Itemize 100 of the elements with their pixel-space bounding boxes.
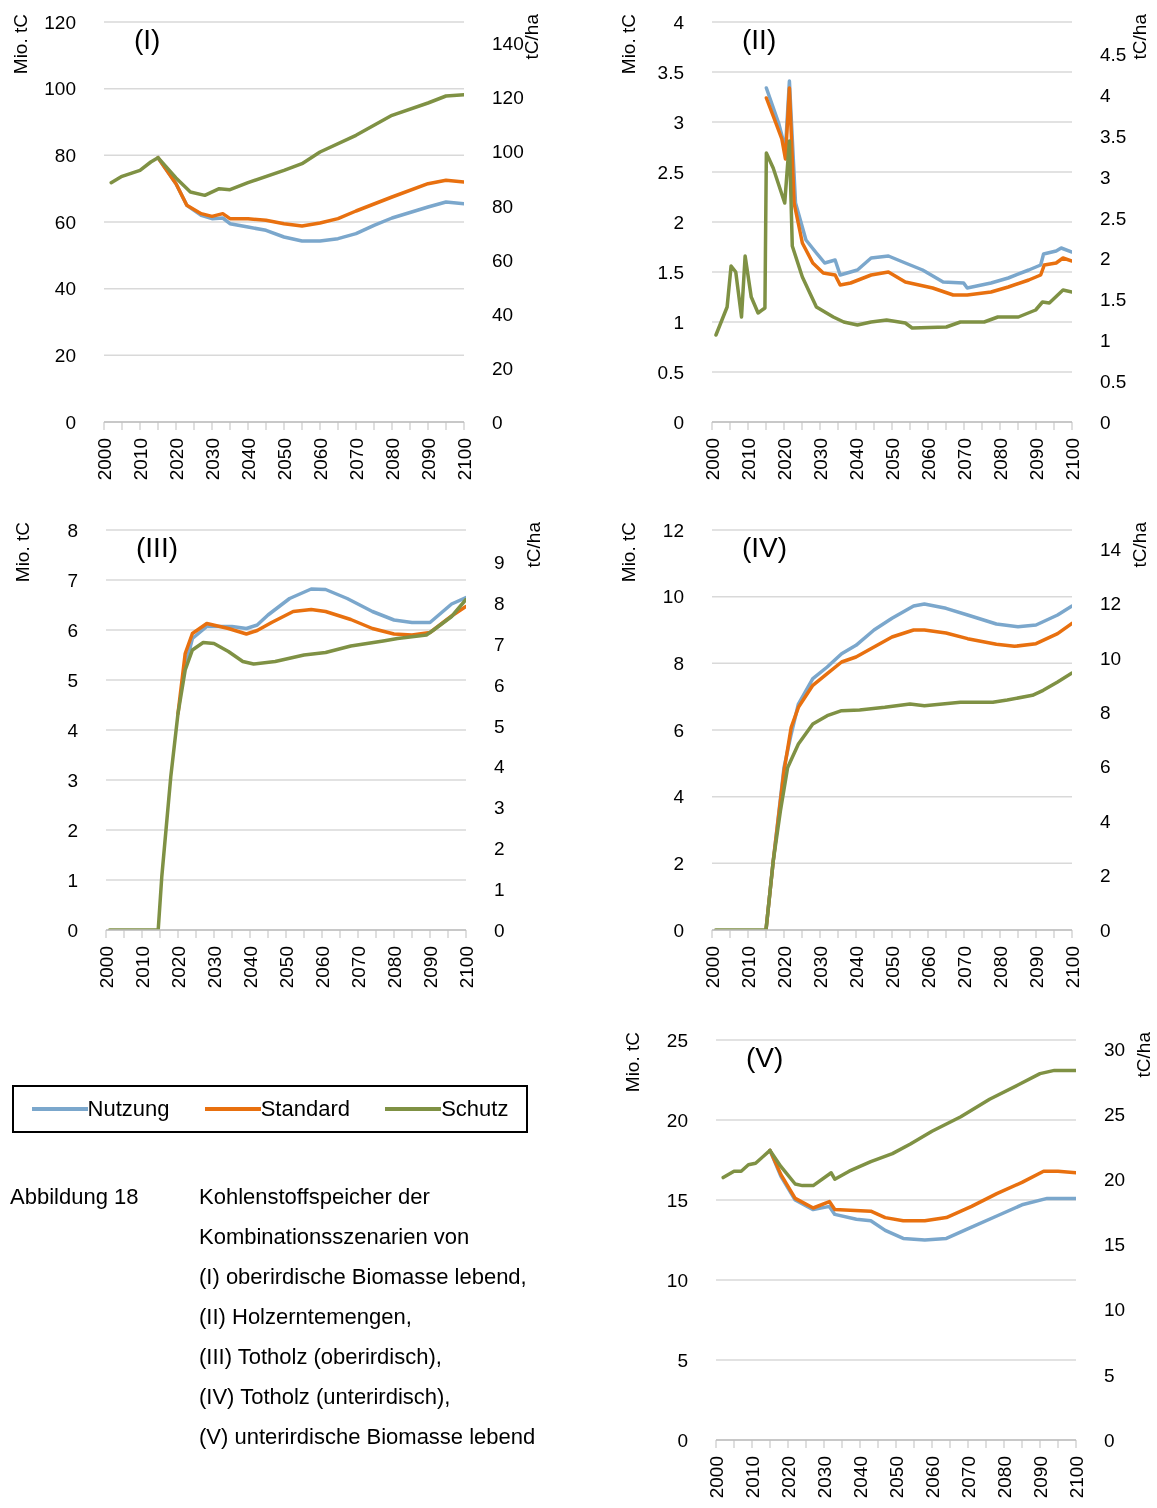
y2-tick-label: 2.5 (1100, 207, 1127, 229)
y2-tick-label: 3 (494, 797, 505, 819)
x-tick-label: 2030 (202, 438, 223, 481)
x-tick-label: 2000 (702, 438, 723, 481)
x-tick-label: 2070 (346, 438, 367, 481)
x-tick-label: 2080 (990, 438, 1011, 481)
y-tick-label: 1 (673, 311, 684, 333)
x-tick-label: 2030 (810, 438, 831, 481)
y-tick-label: 3.5 (657, 61, 684, 83)
y-tick-label: 2 (673, 853, 684, 875)
y-tick-label: 1 (67, 869, 78, 891)
chart-title: (I) (134, 24, 161, 56)
y2-tick-label: 30 (1104, 1038, 1126, 1060)
y2-tick-label: 8 (494, 593, 505, 615)
chart-title: (III) (136, 532, 178, 564)
chart-title: (IV) (742, 532, 788, 564)
y-tick-label: 0.5 (657, 361, 684, 383)
x-tick-label: 2090 (420, 946, 441, 989)
y2-tick-label: 2 (494, 838, 505, 860)
x-tick-label: 2100 (456, 946, 477, 989)
y2-tick-label: 5 (1104, 1364, 1115, 1386)
x-tick-label: 2010 (738, 438, 759, 481)
x-tick-label: 2020 (168, 946, 189, 989)
x-tick-label: 2040 (240, 946, 261, 989)
x-tick-label: 2070 (954, 438, 975, 481)
x-tick-label: 2040 (238, 438, 259, 481)
y-tick-label: 4 (673, 786, 685, 808)
y-tick-label: 2 (67, 819, 78, 841)
y2-tick-label: 0 (492, 411, 503, 433)
text: (II) Holzerntemengen, (199, 1303, 413, 1331)
text: (IV) Totholz (unterirdisch), (199, 1383, 452, 1411)
y2-tick-label: 1 (1100, 330, 1111, 352)
y-tick-label: 6 (67, 619, 78, 641)
y-tick-label: 4 (67, 719, 79, 741)
y2-tick-label: 15 (1104, 1234, 1126, 1256)
x-tick-label: 2010 (742, 1456, 763, 1499)
y2-tick-label: 80 (492, 195, 514, 217)
x-tick-label: 2100 (1062, 438, 1083, 481)
text: (III) Totholz (oberirdisch), (199, 1343, 443, 1371)
y2-tick-label: 40 (492, 303, 514, 325)
y2-tick-label: 4 (1100, 85, 1111, 107)
y-tick-label: 100 (44, 78, 76, 100)
y-tick-label: 3 (67, 769, 78, 791)
y2-tick-label: 6 (494, 674, 505, 696)
y-axis-title: Mio. tC (622, 1032, 643, 1093)
y2-tick-label: 14 (1100, 538, 1122, 560)
x-tick-label: 2050 (276, 946, 297, 989)
y-tick-label: 15 (666, 1189, 688, 1211)
x-tick-label: 2050 (274, 438, 295, 481)
text: (I) oberirdische Biomasse lebend, (199, 1263, 528, 1291)
y2-tick-label: 0 (494, 919, 505, 941)
text: (V) unterirdische Biomasse lebend (199, 1423, 537, 1451)
y-tick-label: 25 (666, 1029, 688, 1051)
x-tick-label: 2020 (774, 438, 795, 481)
y2-tick-label: 20 (1104, 1169, 1126, 1191)
y-tick-label: 5 (67, 669, 78, 691)
y2-tick-label: 8 (1100, 702, 1111, 724)
x-tick-label: 2080 (382, 438, 403, 481)
y-axis-title: Mio. tC (618, 14, 639, 75)
y-tick-label: 10 (662, 586, 684, 608)
y-tick-label: 40 (54, 278, 76, 300)
y-tick-label: 0 (65, 411, 76, 433)
chart-title: (V) (746, 1042, 784, 1074)
y2-tick-label: 25 (1104, 1104, 1126, 1126)
y2-tick-label: 1.5 (1100, 289, 1127, 311)
y2-tick-label: 140 (492, 33, 524, 55)
x-tick-label: 2060 (918, 438, 939, 481)
y-tick-label: 2 (673, 211, 684, 233)
y2-tick-label: 2 (1100, 865, 1111, 887)
x-tick-label: 2090 (1026, 946, 1047, 989)
y-tick-label: 0 (673, 411, 684, 433)
x-tick-label: 2000 (702, 946, 723, 989)
y-tick-label: 8 (673, 653, 684, 675)
x-tick-label: 2020 (166, 438, 187, 481)
x-tick-label: 2060 (310, 438, 331, 481)
y-tick-label: 120 (44, 11, 76, 33)
chart-title: (II) (742, 24, 777, 56)
x-tick-label: 2080 (384, 946, 405, 989)
y-axis-title: Mio. tC (10, 14, 31, 75)
x-tick-label: 2070 (954, 946, 975, 989)
y-axis-title: Mio. tC (618, 522, 639, 583)
x-tick-label: 2070 (348, 946, 369, 989)
y2-tick-label: 4 (494, 756, 505, 778)
legend-label: Nutzung (87, 1096, 170, 1122)
y2-axis-title: tC/ha (1129, 521, 1150, 568)
x-tick-label: 2070 (958, 1456, 979, 1499)
y2-tick-label: 10 (1104, 1299, 1126, 1321)
y2-axis-title: tC/ha (523, 521, 544, 568)
y2-tick-label: 5 (494, 715, 505, 737)
x-tick-label: 2090 (418, 438, 439, 481)
y-tick-label: 7 (67, 569, 78, 591)
y2-tick-label: 0 (1100, 411, 1111, 433)
y2-tick-label: 20 (492, 357, 514, 379)
y-axis-title: Mio. tC (12, 522, 33, 583)
line-series (109, 92, 464, 198)
text: Abbildung 18 (10, 1183, 140, 1211)
y-tick-label: 4 (673, 11, 685, 33)
text: Kohlenstoffspeicher der Kombinationsszenarien von (199, 1183, 471, 1251)
y2-tick-label: 4 (1100, 810, 1111, 832)
y2-tick-label: 2 (1100, 248, 1111, 270)
